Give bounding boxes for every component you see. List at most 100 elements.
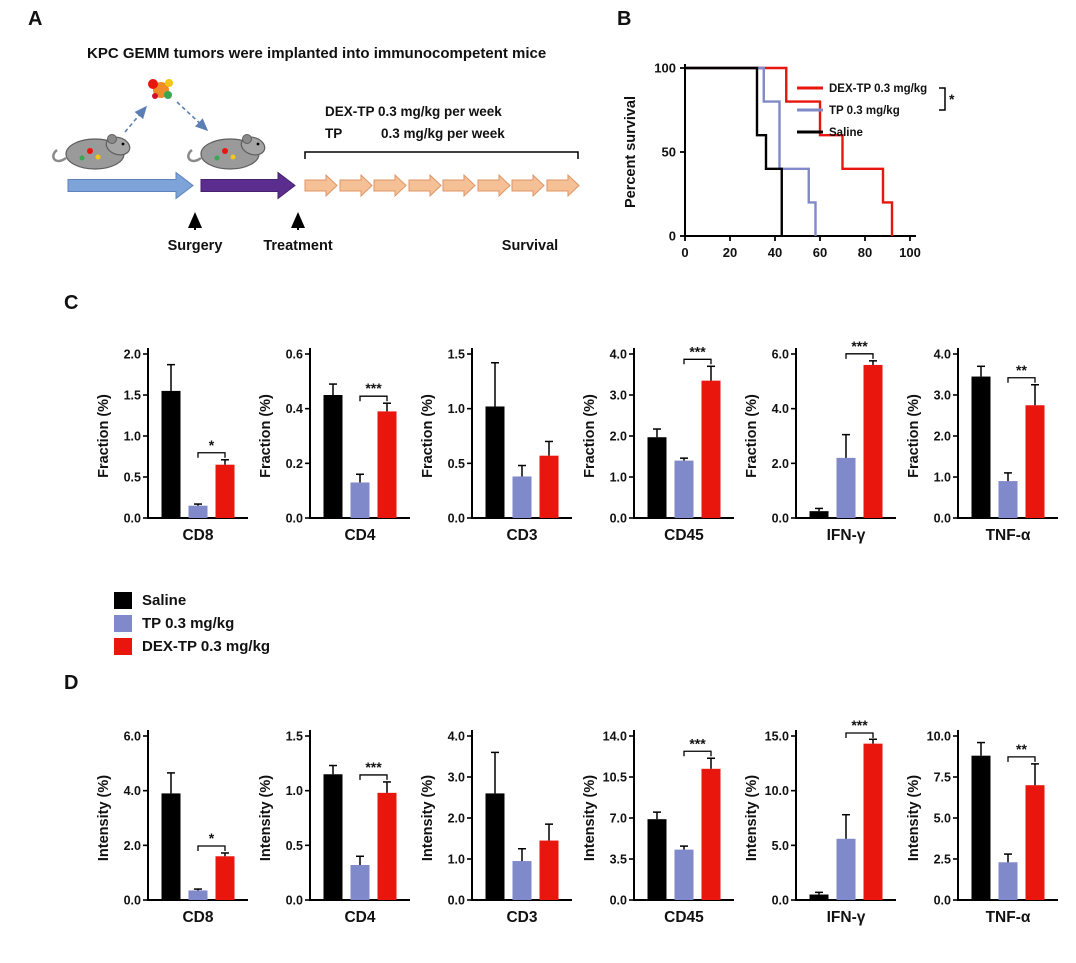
y-axis-title: Intensity (%) [96, 775, 112, 861]
category-label: TNF-α [986, 527, 1031, 544]
y-axis-title: Intensity (%) [258, 775, 274, 861]
y-tick-label: 4.0 [124, 784, 141, 798]
y-tick-label: 0.5 [448, 457, 465, 471]
y-tick-label: 2.0 [772, 457, 789, 471]
y-axis-title: Fraction (%) [744, 394, 760, 478]
significance-stars: *** [365, 759, 382, 775]
y-tick-label: 1.0 [934, 471, 951, 485]
panel-b-label: B [617, 8, 632, 30]
y-tick-label: 2.0 [124, 348, 141, 362]
significance-bracket [845, 353, 874, 359]
y-tick-label: 0.0 [448, 894, 465, 908]
significance-bracket [683, 750, 712, 757]
tumor-harvest-arrow [124, 105, 148, 133]
y-tick-label: 1.5 [448, 348, 465, 362]
y-tick-label: 0.0 [286, 894, 303, 908]
bar-chart-cd8: 0.0 0.5 1.0 1.5 2.0 Fraction (%) * CD8 [96, 348, 248, 544]
y-tick-label: 7.0 [610, 812, 627, 826]
bar-saline [809, 511, 829, 518]
y-tick-label: 1.0 [448, 402, 465, 416]
bar-tp-0-3-mg-kg [674, 849, 694, 900]
panel-c-bar-charts: 0.0 0.5 1.0 1.5 2.0 Fraction (%) * CD8 0.0 0.2 0.4… [96, 338, 1064, 560]
significance-bracket [1007, 377, 1036, 383]
curve-dex-tp-0-3-mg-kg [685, 66, 894, 236]
bar-dex-tp-0-3-mg-kg [377, 792, 397, 900]
significance-bracket [939, 87, 946, 111]
dose-line-2-dose: 0.3 mg/kg per week [381, 126, 505, 141]
bar-chart-cd4: 0.0 0.5 1.0 1.5 Intensity (%) *** CD4 [258, 730, 410, 926]
y-tick-label: 3.0 [610, 389, 627, 403]
pre-surgery-timeline-arrow [67, 171, 194, 200]
significance-stars: * [209, 830, 215, 846]
tumor-icon [148, 79, 173, 99]
y-tick-label: 3.5 [610, 853, 627, 867]
significance-stars: *** [365, 380, 382, 396]
survival-plot: 0 20 40 60 80 100 0 50 100 Percent survival DEX-TP… [623, 61, 955, 261]
x-tick-label: 20 [723, 245, 737, 260]
y-axis-title: Fraction (%) [258, 394, 274, 478]
significance-stars: * [949, 91, 955, 107]
mouse-icon [187, 132, 269, 171]
y-tick-label: 5.0 [934, 812, 951, 826]
y-axis-title: Intensity (%) [420, 775, 436, 861]
y-axis-title: Fraction (%) [906, 394, 922, 478]
y-tick-label: 4.0 [934, 348, 951, 362]
significance-bracket [359, 395, 388, 402]
legend-label: Saline [142, 592, 187, 609]
y-tick-label: 0.0 [610, 512, 627, 526]
category-label: CD8 [182, 909, 213, 926]
dose-arrow [511, 173, 545, 198]
bar-dex-tp-0-3-mg-kg [377, 411, 397, 518]
y-axis-title: Percent survival [623, 96, 639, 208]
bar-tp-0-3-mg-kg [836, 457, 856, 518]
bar-chart-tnf: 0.0 2.5 5.0 7.5 10.0 Intensity (%) ** TNF-α [906, 730, 1058, 926]
curve-tp-0-3-mg-kg [685, 66, 817, 236]
x-tick-label: 80 [858, 245, 872, 260]
x-tick-label: 0 [681, 245, 688, 260]
bar-chart-ifn: 0.0 5.0 10.0 15.0 Intensity (%) *** IFN-γ [744, 720, 896, 926]
y-tick-label: 0.5 [286, 839, 303, 853]
panel-d-label: D [64, 672, 79, 694]
y-tick-label: 100 [654, 61, 676, 76]
y-tick-label: 0 [669, 229, 676, 244]
y-tick-label: 1.5 [124, 389, 141, 403]
x-tick-label: 60 [813, 245, 827, 260]
legend-item-dextp: DEX-TP 0.3 mg/kg [114, 638, 270, 655]
bar-tp-0-3-mg-kg [512, 861, 532, 900]
y-tick-label: 15.0 [765, 730, 789, 744]
y-tick-label: 10.0 [765, 784, 789, 798]
bar-saline [323, 774, 343, 900]
tp-color-swatch [114, 615, 132, 632]
legend-label: DEX-TP 0.3 mg/kg [829, 83, 927, 95]
x-tick-label: 40 [768, 245, 782, 260]
bar-saline [971, 755, 991, 900]
y-tick-label: 0.6 [286, 348, 303, 362]
y-axis-title: Fraction (%) [96, 394, 112, 478]
legend-label: TP 0.3 mg/kg [142, 615, 235, 632]
significance-bracket [1007, 756, 1036, 762]
bar-tp-0-3-mg-kg [674, 460, 694, 518]
dose-arrow [408, 173, 442, 198]
dose-line-2-drug: TP [325, 126, 342, 141]
bar-saline [809, 894, 829, 900]
bar-saline [647, 437, 667, 518]
category-label: TNF-α [986, 909, 1031, 926]
legend-label: DEX-TP 0.3 mg/kg [142, 638, 271, 655]
y-tick-label: 1.0 [448, 853, 465, 867]
legend-item-saline: Saline [114, 592, 270, 609]
dose-arrow [304, 173, 338, 198]
y-tick-label: 0.0 [934, 512, 951, 526]
y-tick-label: 4.0 [448, 730, 465, 744]
y-tick-label: 0.0 [934, 894, 951, 908]
bar-saline [485, 793, 505, 900]
category-label: CD8 [182, 527, 213, 544]
treatment-span-bracket [304, 151, 579, 159]
treatment-label: Treatment [263, 238, 332, 254]
y-axis-title: Intensity (%) [582, 775, 598, 861]
y-tick-label: 2.5 [934, 853, 951, 867]
panel-a-title: KPC GEMM tumors were implanted into immu… [87, 45, 546, 62]
significance-stars: ** [1016, 362, 1027, 378]
bar-chart-cd8: 0.0 2.0 4.0 6.0 Intensity (%) * CD8 [96, 730, 248, 926]
dose-arrow [477, 173, 511, 198]
